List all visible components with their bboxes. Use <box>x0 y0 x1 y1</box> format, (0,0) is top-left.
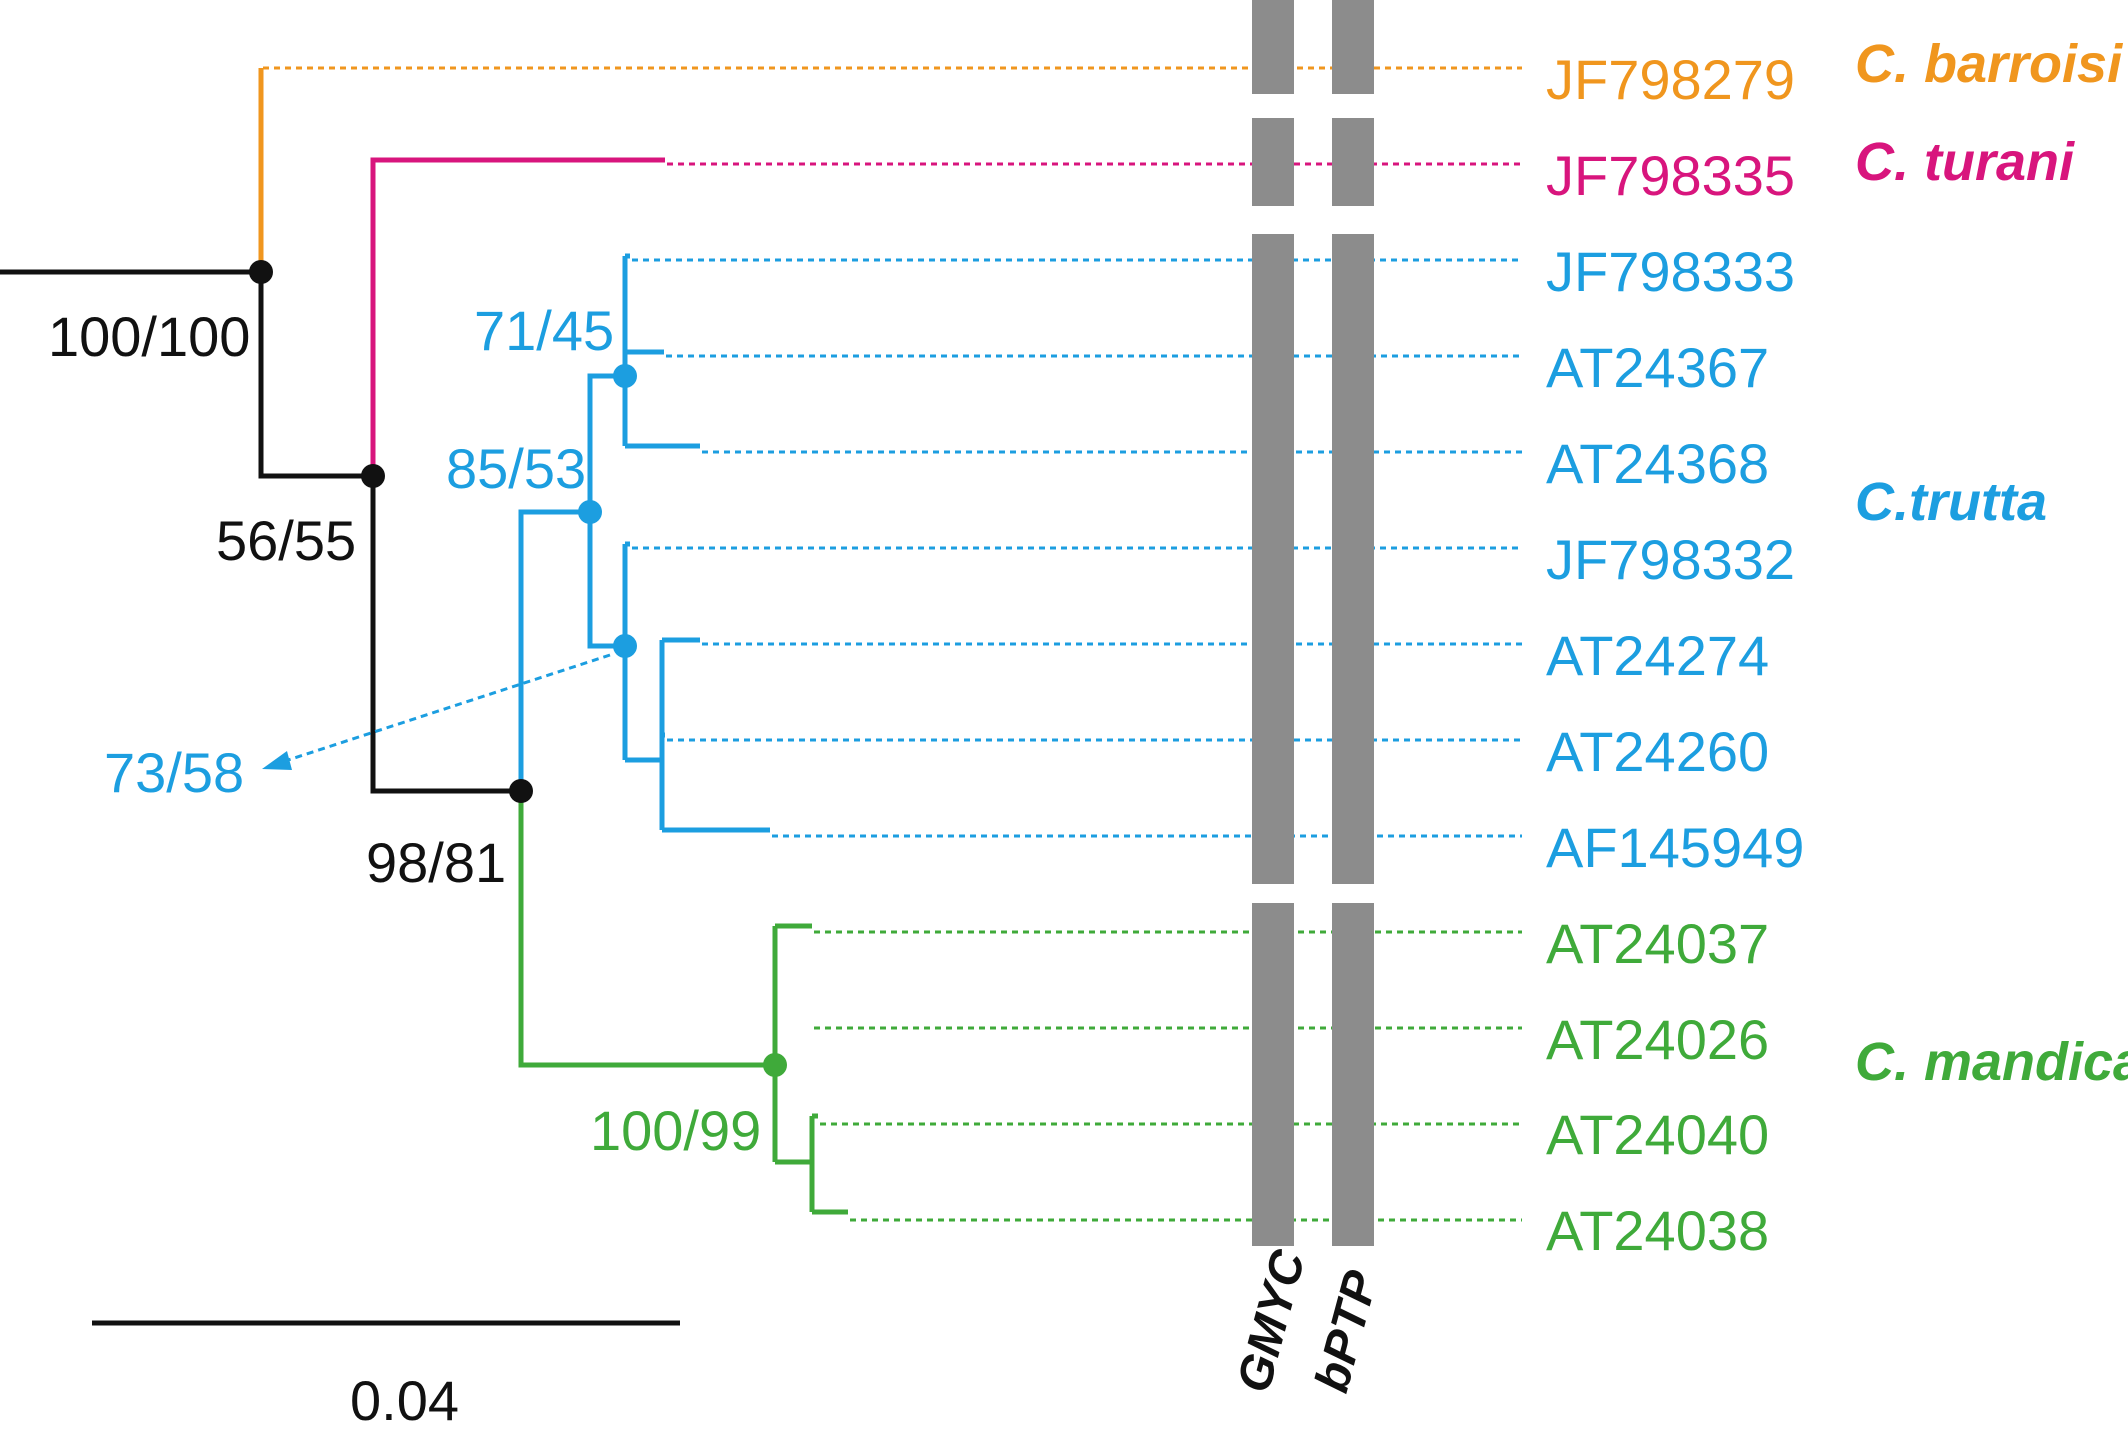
tree-nodes <box>249 260 787 1077</box>
node-trutta-subclade-b <box>613 634 637 658</box>
column-label-bptp: bPTP <box>1305 1265 1388 1398</box>
node-ingroup <box>361 464 385 488</box>
mandica-stem-branch <box>518 791 775 1068</box>
scale-bar: 0.04 <box>92 1320 680 1432</box>
delimitation-bar-gmyc-2 <box>1252 118 1294 206</box>
trutta-subclade-a-stem <box>587 373 625 512</box>
tip-label-af145949: AF145949 <box>1546 816 1804 879</box>
delimitation-bar-bptp-4 <box>1332 903 1374 1246</box>
species-label-turani: C. turani <box>1855 132 2075 192</box>
species-label-trutta: C.trutta <box>1855 472 2047 532</box>
node-trutta <box>578 500 602 524</box>
tip-label-jf798335: JF798335 <box>1546 144 1795 207</box>
tip-label-at24037: AT24037 <box>1546 912 1769 975</box>
ingroup-branch <box>258 272 373 479</box>
tip-label-at24038: AT24038 <box>1546 1199 1769 1262</box>
species-labels: C. barroisi C. turani C.trutta C. mandic… <box>1855 34 2128 1092</box>
scale-bar-label: 0.04 <box>350 1369 459 1432</box>
tip-label-at24367: AT24367 <box>1546 336 1769 399</box>
support-label-trutta-subclade-a: 71/45 <box>474 299 614 362</box>
trutta-stem-branch <box>518 509 590 791</box>
node-trutta-mandica <box>509 779 533 803</box>
tree-branches <box>0 68 848 1215</box>
node-root <box>249 260 273 284</box>
support-label-mandica-node: 100/99 <box>590 1099 761 1162</box>
trutta-subclade-b-stem <box>587 512 625 649</box>
tip-label-at24260: AT24260 <box>1546 720 1769 783</box>
tip-labels: JF798279 JF798335 JF798333 AT24367 AT243… <box>1546 48 1804 1262</box>
species-label-barroisi: C. barroisi <box>1855 34 2123 94</box>
column-label-gmyc: GMYC <box>1227 1244 1316 1398</box>
delimitation-bar-gmyc-4 <box>1252 903 1294 1246</box>
turani-branch <box>370 157 665 476</box>
delimitation-bar-bptp-1 <box>1332 0 1374 94</box>
delimitation-method-labels: GMYC bPTP <box>1227 1244 1388 1398</box>
delimitation-bar-gmyc-3 <box>1252 234 1294 884</box>
tip-label-at24026: AT24026 <box>1546 1008 1769 1071</box>
tip-label-jf798333: JF798333 <box>1546 240 1795 303</box>
species-label-mandica: C. mandica <box>1855 1032 2128 1092</box>
support-label-trutta-node: 85/53 <box>446 437 586 500</box>
support-label-trutta-mandica-node: 98/81 <box>366 831 506 894</box>
tip-label-at24040: AT24040 <box>1546 1103 1769 1166</box>
tip-label-at24368: AT24368 <box>1546 432 1769 495</box>
support-pointer-arrowhead <box>262 751 292 770</box>
delimitation-bars <box>1252 0 1374 1246</box>
tip-label-jf798332: JF798332 <box>1546 528 1795 591</box>
delimitation-bar-gmyc-1 <box>1252 0 1294 94</box>
node-mandica <box>763 1053 787 1077</box>
support-label-turani-node: 56/55 <box>216 509 356 572</box>
trutta-mandica-branch <box>370 476 521 794</box>
support-label-root: 100/100 <box>48 305 250 368</box>
support-pointer-arrow-line <box>281 653 611 764</box>
support-values: 100/100 56/55 98/81 71/45 85/53 73/58 10… <box>48 299 761 1162</box>
node-trutta-subclade-a <box>613 364 637 388</box>
support-label-trutta-subclade-b: 73/58 <box>104 741 244 804</box>
tip-label-at24274: AT24274 <box>1546 624 1769 687</box>
tip-label-jf798279: JF798279 <box>1546 48 1795 111</box>
delimitation-bar-bptp-2 <box>1332 118 1374 206</box>
delimitation-bar-bptp-3 <box>1332 234 1374 884</box>
